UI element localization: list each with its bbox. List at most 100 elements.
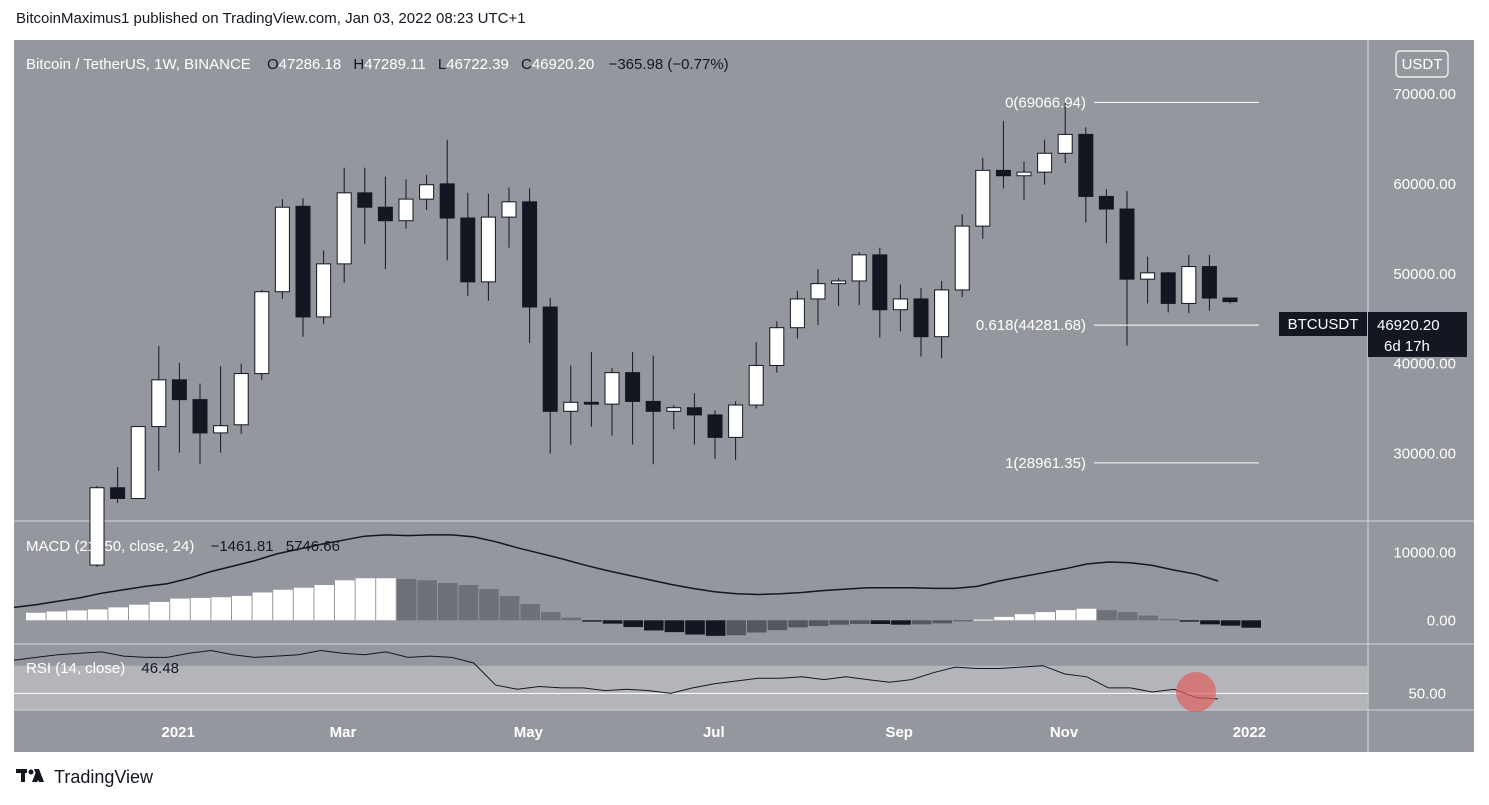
macd-histogram-bar <box>602 620 623 624</box>
candle-bull <box>666 407 682 412</box>
macd-layer <box>13 534 1261 636</box>
macd-histogram-bar <box>747 620 767 633</box>
macd-histogram-bar <box>1076 608 1097 621</box>
macd-legend: MACD (21, 50, close, 24) −1461.81 5746.6… <box>26 538 340 555</box>
candle-bull <box>1016 171 1032 177</box>
open-key: O <box>267 56 279 73</box>
candle-bear <box>1160 272 1176 304</box>
candle-bear <box>171 379 187 401</box>
candle-bull <box>851 254 867 282</box>
macd-histogram-bar <box>541 612 561 621</box>
y-tick-label: 30000.00 <box>1393 446 1456 463</box>
macd-signal-line <box>13 534 1219 609</box>
macd-histogram-bar <box>252 592 273 621</box>
price-tag: BTCUSDT 46920.20 6d 17h <box>1279 312 1467 357</box>
macd-histogram-bar <box>149 601 170 621</box>
close-value: 46920.20 <box>532 56 595 73</box>
rsi-layer <box>13 649 1219 700</box>
candle-bear <box>110 487 126 500</box>
candle-bull <box>1181 266 1197 304</box>
macd-histogram-bar <box>561 617 582 621</box>
candle-bear <box>357 192 373 208</box>
change-value: −365.98 (−0.77%) <box>609 56 729 73</box>
y-axis-labels: 70000.00 60000.00 50000.00 40000.00 30000.00… <box>1393 86 1456 702</box>
low-value: 46722.39 <box>446 56 509 73</box>
candle-bull <box>831 280 847 285</box>
x-tick-label: Mar <box>330 724 357 741</box>
x-tick-label: 2021 <box>162 724 195 741</box>
macd-histogram-bar <box>994 616 1014 621</box>
rsi-label: RSI (14, close) <box>26 660 125 677</box>
candle-bull <box>151 379 167 428</box>
candle-bear <box>645 400 661 412</box>
high-value: 47289.11 <box>364 56 425 73</box>
chart-frame[interactable]: 0(69066.94) 0.618(44281.68) 1(28961.35) 70… <box>13 40 1474 752</box>
macd-y-tick-label: 0.00 <box>1427 612 1456 629</box>
macd-histogram-bar <box>623 620 643 628</box>
rsi-band <box>14 665 1368 710</box>
y-tick-label: 70000.00 <box>1393 86 1456 103</box>
x-tick-label: Jul <box>703 724 725 741</box>
candle-bear <box>583 401 599 405</box>
macd-histogram-bar <box>1200 620 1220 625</box>
low-key: L <box>438 56 446 73</box>
candle-bear <box>707 414 723 438</box>
macd-histogram-bar <box>190 597 211 621</box>
macd-histogram-bar <box>1159 618 1179 621</box>
candle-bull <box>501 201 517 218</box>
macd-histogram-bar <box>685 620 705 635</box>
macd-histogram-bar <box>87 609 108 621</box>
macd-histogram-bar <box>932 620 952 624</box>
candle-bear <box>295 205 311 318</box>
publish-line: BitcoinMaximus1 published on TradingView… <box>16 10 526 27</box>
macd-histogram-bar <box>1097 610 1117 621</box>
candles-layer <box>89 102 1238 567</box>
macd-histogram-bar <box>911 620 932 625</box>
candle-bear <box>439 183 455 219</box>
macd-histogram-bar <box>850 620 870 625</box>
open-value: 47286.18 <box>279 56 342 73</box>
pane-separators <box>14 40 1474 752</box>
candle-bull <box>336 192 352 265</box>
macd-histogram-bar <box>108 607 128 621</box>
macd-histogram-bar <box>396 578 417 621</box>
candle-bear <box>542 306 558 412</box>
macd-histogram-bar <box>664 620 685 633</box>
macd-histogram-bar <box>376 578 396 621</box>
candle-bull <box>1037 152 1053 173</box>
candle-bear <box>1119 208 1135 280</box>
candle-bull <box>975 169 991 227</box>
currency-button-label: USDT <box>1402 56 1443 73</box>
macd-histogram-bar <box>726 620 746 636</box>
main-legend: Bitcoin / TetherUS, 1W, BINANCE O47286.1… <box>26 56 729 73</box>
x-tick-label: Sep <box>885 724 913 741</box>
macd-histogram-bar <box>870 620 891 625</box>
candle-bull <box>480 216 496 283</box>
macd-histogram-bar <box>1035 612 1055 621</box>
macd-histogram-bar <box>499 595 520 621</box>
macd-histogram-bar <box>46 611 67 621</box>
macd-histogram-bar <box>520 604 540 621</box>
macd-histogram-bar <box>644 620 664 631</box>
macd-histogram-bar <box>211 597 231 621</box>
candle-bear <box>460 217 476 283</box>
macd-histogram-bar <box>1117 612 1138 621</box>
macd-histogram-bar <box>417 580 437 621</box>
candle-bull <box>1057 133 1073 154</box>
macd-histogram-bar <box>1138 615 1158 621</box>
candle-bull <box>130 426 146 500</box>
macd-histogram-bar <box>582 620 602 622</box>
candle-bear <box>377 206 393 222</box>
macd-histogram-bar <box>458 585 479 621</box>
candle-bear <box>522 201 538 308</box>
candle-bear <box>872 254 888 311</box>
chart-svg[interactable]: 0(69066.94) 0.618(44281.68) 1(28961.35) 70… <box>13 40 1474 752</box>
candle-bull <box>563 401 579 412</box>
currency-button[interactable]: USDT <box>1395 50 1449 78</box>
tradingview-logo-icon <box>16 767 46 788</box>
price-tag-countdown: 6d 17h <box>1384 338 1430 355</box>
macd-histogram-bar <box>232 595 252 621</box>
candle-bull <box>810 283 826 300</box>
macd-histogram-bar <box>808 620 829 627</box>
candle-bull <box>419 184 435 200</box>
